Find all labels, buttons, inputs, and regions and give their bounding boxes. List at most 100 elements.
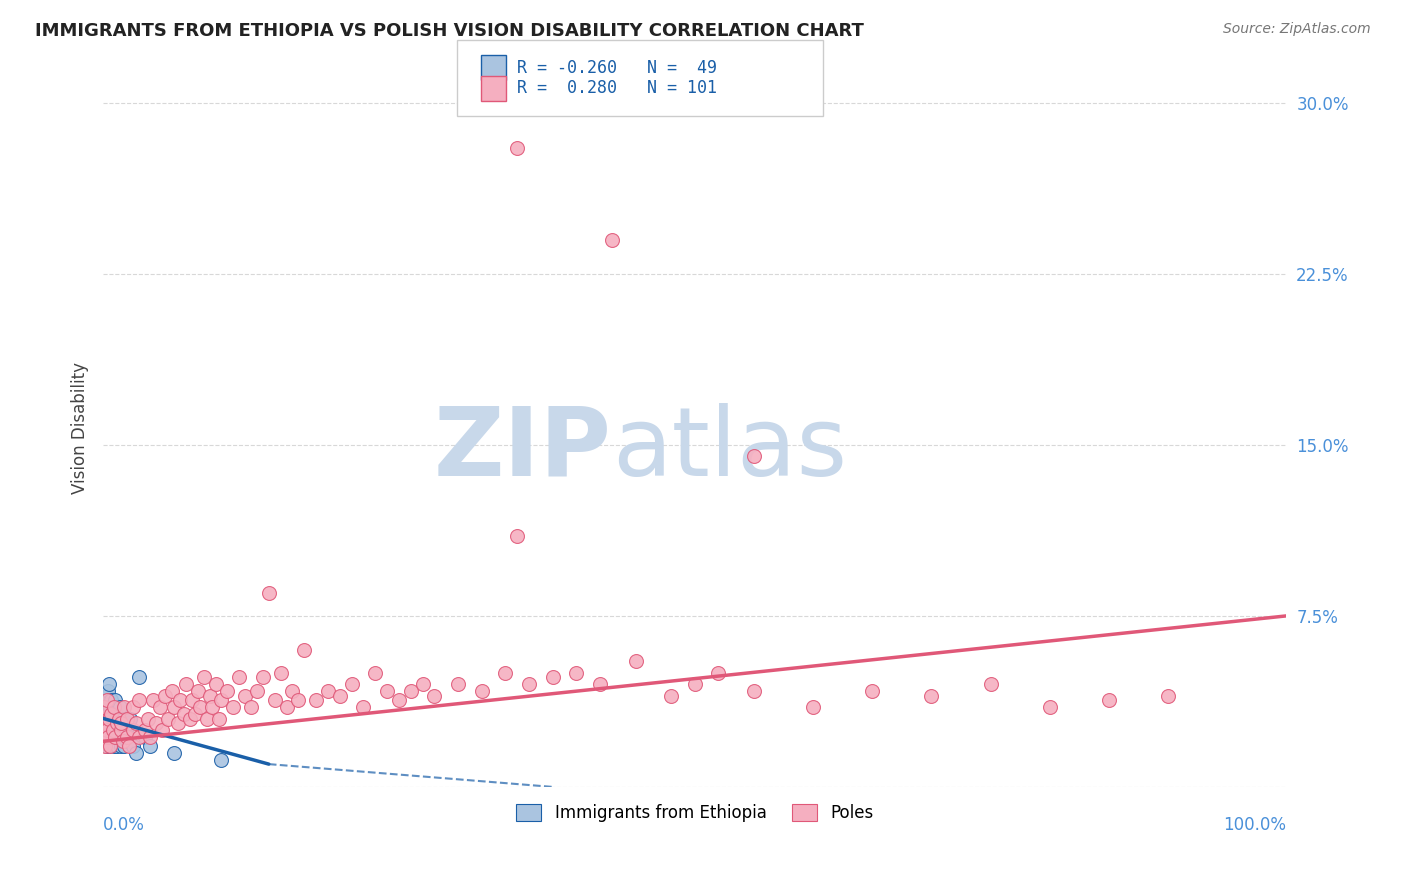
Point <box>121 723 143 737</box>
Point <box>173 706 195 721</box>
Point <box>180 693 202 707</box>
Point <box>211 693 233 707</box>
Text: atlas: atlas <box>612 403 846 496</box>
Point <box>683 677 706 691</box>
Point <box>134 723 156 737</box>
Point <box>506 529 529 543</box>
Point <box>1039 700 1062 714</box>
Point <box>340 677 363 691</box>
Point <box>184 706 207 721</box>
Text: IMMIGRANTS FROM ETHIOPIA VS POLISH VISION DISABILITY CORRELATION CHART: IMMIGRANTS FROM ETHIOPIA VS POLISH VISIO… <box>35 22 865 40</box>
Point <box>96 689 118 703</box>
Point <box>188 700 211 714</box>
Point <box>157 712 180 726</box>
Point <box>204 677 226 691</box>
Point <box>103 700 125 714</box>
Point <box>100 706 122 721</box>
Point <box>353 700 375 714</box>
Point <box>118 730 141 744</box>
Point <box>707 665 730 680</box>
Point <box>93 700 115 714</box>
Point <box>104 734 127 748</box>
Point <box>103 739 125 753</box>
Point <box>153 689 176 703</box>
Point <box>115 730 138 744</box>
Point <box>98 677 121 691</box>
Point <box>103 712 125 726</box>
Point <box>91 734 114 748</box>
Point <box>163 700 186 714</box>
Point <box>281 684 304 698</box>
Text: R =  0.280   N = 101: R = 0.280 N = 101 <box>517 79 717 97</box>
Point <box>96 693 118 707</box>
Point <box>120 712 142 726</box>
Point <box>110 716 132 731</box>
Point <box>101 700 124 714</box>
Point <box>91 712 114 726</box>
Point <box>270 665 292 680</box>
Y-axis label: Vision Disability: Vision Disability <box>72 362 89 494</box>
Point <box>101 723 124 737</box>
Point <box>305 693 328 707</box>
Point <box>659 689 682 703</box>
Point <box>98 739 121 753</box>
Point <box>128 693 150 707</box>
Point <box>94 693 117 707</box>
Point <box>114 723 136 737</box>
Point <box>495 665 517 680</box>
Point <box>125 716 148 731</box>
Point <box>160 684 183 698</box>
Point <box>920 689 942 703</box>
Point <box>292 643 315 657</box>
Point <box>94 730 117 744</box>
Point <box>228 670 250 684</box>
Point <box>105 716 128 731</box>
Text: ZIP: ZIP <box>434 403 612 496</box>
Point <box>139 730 162 744</box>
Point <box>104 693 127 707</box>
Text: 0.0%: 0.0% <box>103 815 145 834</box>
Point <box>117 716 139 731</box>
Point <box>97 684 120 698</box>
Point <box>801 700 824 714</box>
Point <box>91 734 114 748</box>
Point <box>217 684 239 698</box>
Point <box>233 689 256 703</box>
Point <box>742 449 765 463</box>
Point <box>96 723 118 737</box>
Point <box>110 739 132 753</box>
Point <box>252 670 274 684</box>
Point <box>97 706 120 721</box>
Point <box>105 739 128 753</box>
Point <box>276 700 298 714</box>
Point <box>97 730 120 744</box>
Point <box>169 693 191 707</box>
Point <box>104 730 127 744</box>
Point <box>112 712 135 726</box>
Point <box>287 693 309 707</box>
Text: Source: ZipAtlas.com: Source: ZipAtlas.com <box>1223 22 1371 37</box>
Point <box>100 723 122 737</box>
Point <box>112 734 135 748</box>
Point <box>110 723 132 737</box>
Point <box>105 706 128 721</box>
Point <box>121 700 143 714</box>
Point <box>118 739 141 753</box>
Point <box>93 700 115 714</box>
Point <box>240 700 263 714</box>
Point <box>93 723 115 737</box>
Point <box>211 753 233 767</box>
Point <box>412 677 434 691</box>
Point <box>125 746 148 760</box>
Point <box>187 684 209 698</box>
Point <box>166 716 188 731</box>
Point <box>257 586 280 600</box>
Point <box>93 730 115 744</box>
Point <box>98 730 121 744</box>
Point <box>195 712 218 726</box>
Point <box>163 746 186 760</box>
Point <box>471 684 494 698</box>
Point <box>1157 689 1180 703</box>
Point <box>128 730 150 744</box>
Point <box>111 730 134 744</box>
